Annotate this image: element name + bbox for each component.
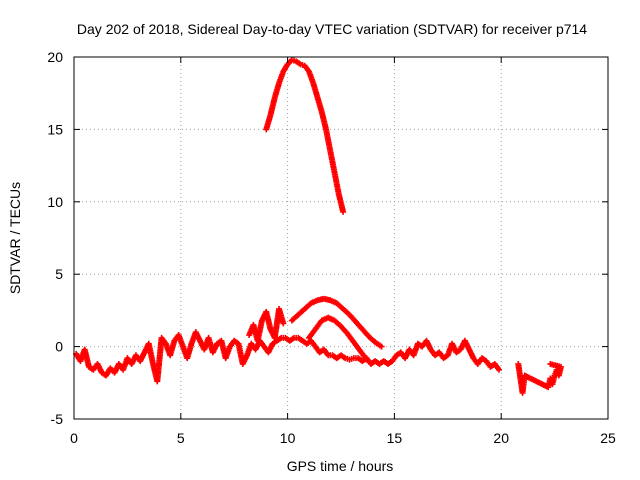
y-tick-label: 15 (47, 121, 63, 137)
grid (74, 57, 608, 419)
y-tick-label: 0 (55, 339, 63, 355)
y-tick-label: 20 (47, 49, 63, 65)
plot-frame (73, 56, 609, 420)
data-point (340, 208, 347, 215)
x-axis-ticks: 0 5 10 15 20 25 (70, 57, 616, 446)
y-axis-label: SDTVAR / TECUs (7, 182, 23, 294)
x-tick-label: 20 (493, 430, 509, 446)
x-tick-label: 25 (600, 430, 616, 446)
series-baseline (73, 329, 503, 385)
x-tick-label: 5 (177, 430, 185, 446)
data-points (73, 56, 565, 396)
series-high-arc (263, 56, 347, 215)
y-tick-label: -5 (51, 411, 64, 427)
chart-title: Day 202 of 2018, Sidereal Day-to-day VTE… (77, 21, 587, 37)
data-point (496, 366, 503, 373)
series-late-segments (515, 360, 565, 396)
data-point (547, 360, 554, 367)
series-mid-arc (288, 295, 385, 350)
data-point (378, 343, 385, 350)
y-axis-ticks: -5 0 5 10 15 20 (47, 49, 608, 427)
series-morning-spikes (246, 305, 287, 344)
x-axis-label: GPS time / hours (287, 458, 394, 474)
x-tick-label: 10 (280, 430, 296, 446)
x-tick-label: 15 (387, 430, 403, 446)
y-tick-label: 10 (47, 194, 63, 210)
data-point (280, 320, 287, 327)
y-tick-label: 5 (55, 266, 63, 282)
x-tick-label: 0 (70, 430, 78, 446)
